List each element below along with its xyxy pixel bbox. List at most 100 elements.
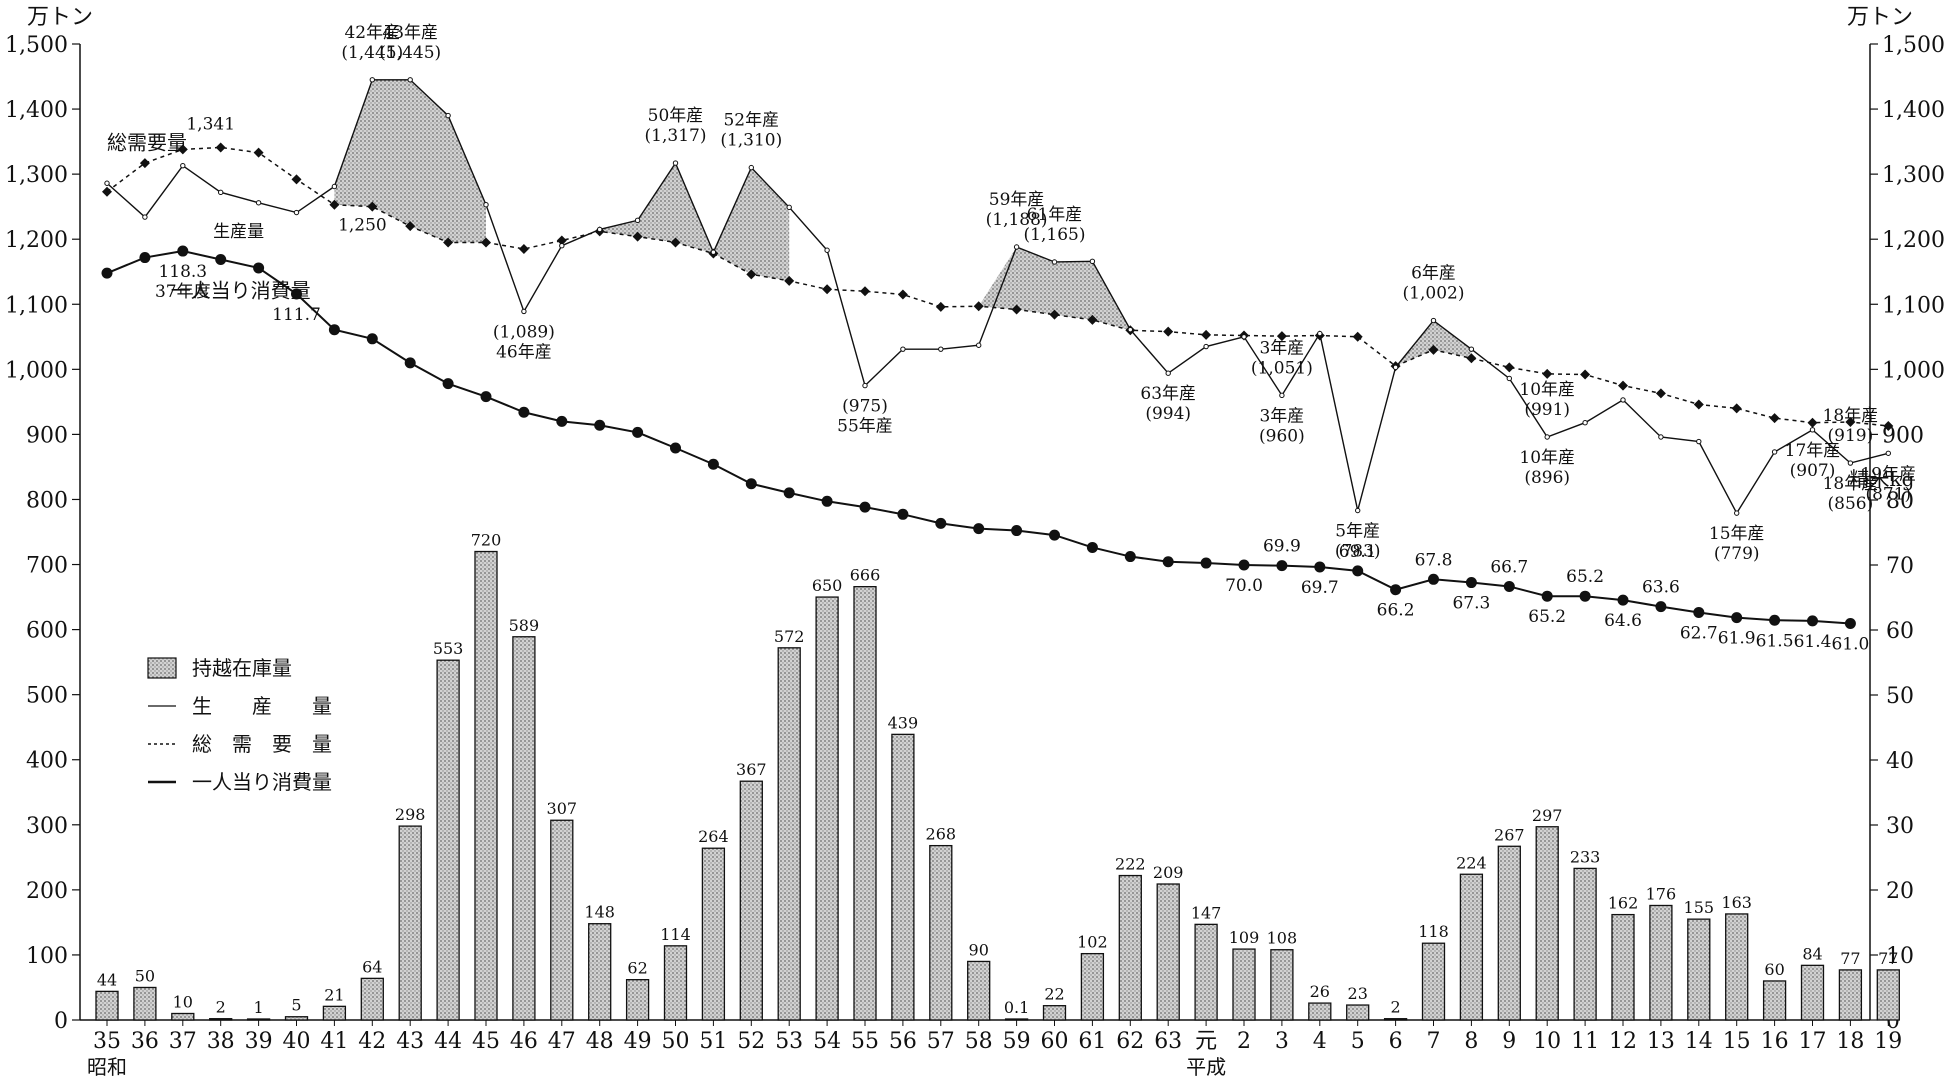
production-annotation: (1,445)	[341, 43, 403, 63]
stock-bar	[853, 586, 877, 1021]
surplus-shading	[599, 163, 790, 281]
consumption-marker	[1200, 557, 1212, 569]
stock-bar	[1573, 867, 1597, 1021]
stock-bar-label: 224	[1456, 853, 1487, 872]
production-annotation: 46年産	[496, 342, 552, 362]
production-marker	[672, 160, 679, 166]
stock-bar	[701, 847, 726, 1021]
stock-bar	[929, 844, 953, 1021]
demand-marker	[1087, 314, 1098, 325]
stock-bar-label: 1	[254, 998, 264, 1017]
production-marker	[1658, 434, 1664, 440]
consumption-marker	[897, 508, 909, 520]
stock-bar	[1838, 969, 1863, 1021]
demand-marker	[102, 186, 112, 197]
stock-bar-label: 297	[1532, 806, 1563, 825]
consumption-marker	[1844, 618, 1856, 629]
consumption-marker	[518, 406, 530, 418]
consumption-marker	[821, 495, 833, 507]
x-tick-label: 52	[737, 1029, 765, 1054]
legend-label: 持越在庫量	[192, 656, 292, 680]
stock-bar	[1042, 1005, 1067, 1021]
x-tick-label: 60	[1041, 1029, 1069, 1054]
surplus-shading	[1395, 320, 1472, 367]
production-marker	[634, 217, 641, 224]
demand-marker	[822, 284, 833, 295]
stock-bar-label: 44	[97, 970, 117, 989]
production-marker	[104, 180, 110, 186]
left-tick-label: 0	[54, 1009, 68, 1034]
stock-bar	[209, 1018, 233, 1021]
production-annotation: (994)	[1145, 404, 1191, 424]
stock-bar	[1118, 874, 1142, 1021]
stock-bar-label: 108	[1267, 929, 1298, 948]
stock-bar-label: 77	[1878, 949, 1898, 968]
production-marker	[1468, 346, 1475, 352]
consumption-marker	[859, 501, 871, 513]
stock-bar-label: 155	[1684, 898, 1715, 917]
stock-bar	[1004, 1018, 1029, 1021]
consumption-series-label: 一人当り消費量	[171, 279, 311, 303]
right-lower-axis-unit: 精米kg	[1850, 467, 1915, 491]
consumption-marker	[670, 442, 681, 454]
right-upper-tick-label: 1,200	[1882, 228, 1945, 253]
stock-bar	[1725, 913, 1749, 1021]
consumption-marker	[1124, 551, 1136, 563]
production-marker	[369, 77, 375, 83]
stock-bar-label: 233	[1570, 847, 1601, 866]
production-marker	[142, 214, 148, 220]
consumption-annotation: 69.9	[1263, 537, 1301, 557]
consumption-marker	[404, 357, 416, 369]
consumption-annotation: 61.9	[1718, 629, 1756, 649]
x-tick-label: 48	[586, 1029, 614, 1054]
consumption-annotation: 69.7	[1301, 578, 1339, 598]
production-annotation: 19年産	[1860, 464, 1916, 484]
stock-bar	[1346, 1004, 1370, 1021]
stock-bar	[1649, 904, 1673, 1021]
x-tick-label: 元	[1195, 1029, 1217, 1054]
demand-marker	[1201, 329, 1212, 340]
consumption-annotation: 111.7	[272, 305, 321, 325]
demand-marker	[632, 231, 643, 242]
consumption-annotation: 66.2	[1377, 601, 1415, 621]
consumption-annotation: 70.0	[1225, 576, 1263, 596]
production-annotation: (871)	[1865, 484, 1911, 504]
production-marker	[1847, 460, 1854, 466]
consumption-annotation: 37年度	[155, 282, 211, 302]
demand-annotation: 1,341	[186, 114, 235, 134]
stock-bar	[1383, 1018, 1408, 1021]
consumption-marker	[139, 252, 151, 264]
consumption-marker	[253, 262, 265, 274]
stock-bar	[512, 636, 536, 1021]
production-annotation: 10年産	[1519, 380, 1575, 400]
demand-marker	[1580, 369, 1591, 380]
stock-bar-label: 22	[1044, 985, 1064, 1004]
consumption-marker	[1390, 584, 1402, 596]
stock-bar	[474, 550, 498, 1021]
stock-bar	[815, 596, 839, 1021]
production-annotation: 59年産	[989, 190, 1045, 210]
right-lower-tick-label: 30	[1886, 814, 1914, 839]
production-marker	[1317, 330, 1323, 337]
consumption-marker	[594, 419, 606, 431]
right-lower-tick-label: 20	[1886, 879, 1914, 904]
consumption-annotation: 65.2	[1566, 567, 1604, 587]
x-tick-label: 35	[93, 1029, 121, 1054]
consumption-marker	[632, 426, 644, 438]
x-tick-label: 18	[1836, 1029, 1864, 1054]
consumption-marker	[101, 267, 113, 279]
x-tick-label: 9	[1502, 1029, 1516, 1054]
stock-bar-label: 222	[1115, 855, 1146, 874]
production-annotation: 17年産	[1785, 441, 1841, 461]
production-marker	[1809, 427, 1816, 433]
consumption-annotation: 67.8	[1415, 550, 1453, 570]
consumption-annotation: 118.3	[158, 262, 207, 282]
consumption-marker	[1655, 601, 1667, 613]
production-annotation: 10年産	[1519, 448, 1575, 468]
right-upper-tick-label: 1,100	[1882, 293, 1945, 318]
x-tick-label: 16	[1761, 1029, 1789, 1054]
x-tick-label: 17	[1799, 1029, 1827, 1054]
stock-bar-label: 209	[1153, 863, 1184, 882]
stock-bar-label: 307	[547, 799, 578, 818]
x-tick-label: 11	[1571, 1029, 1599, 1054]
